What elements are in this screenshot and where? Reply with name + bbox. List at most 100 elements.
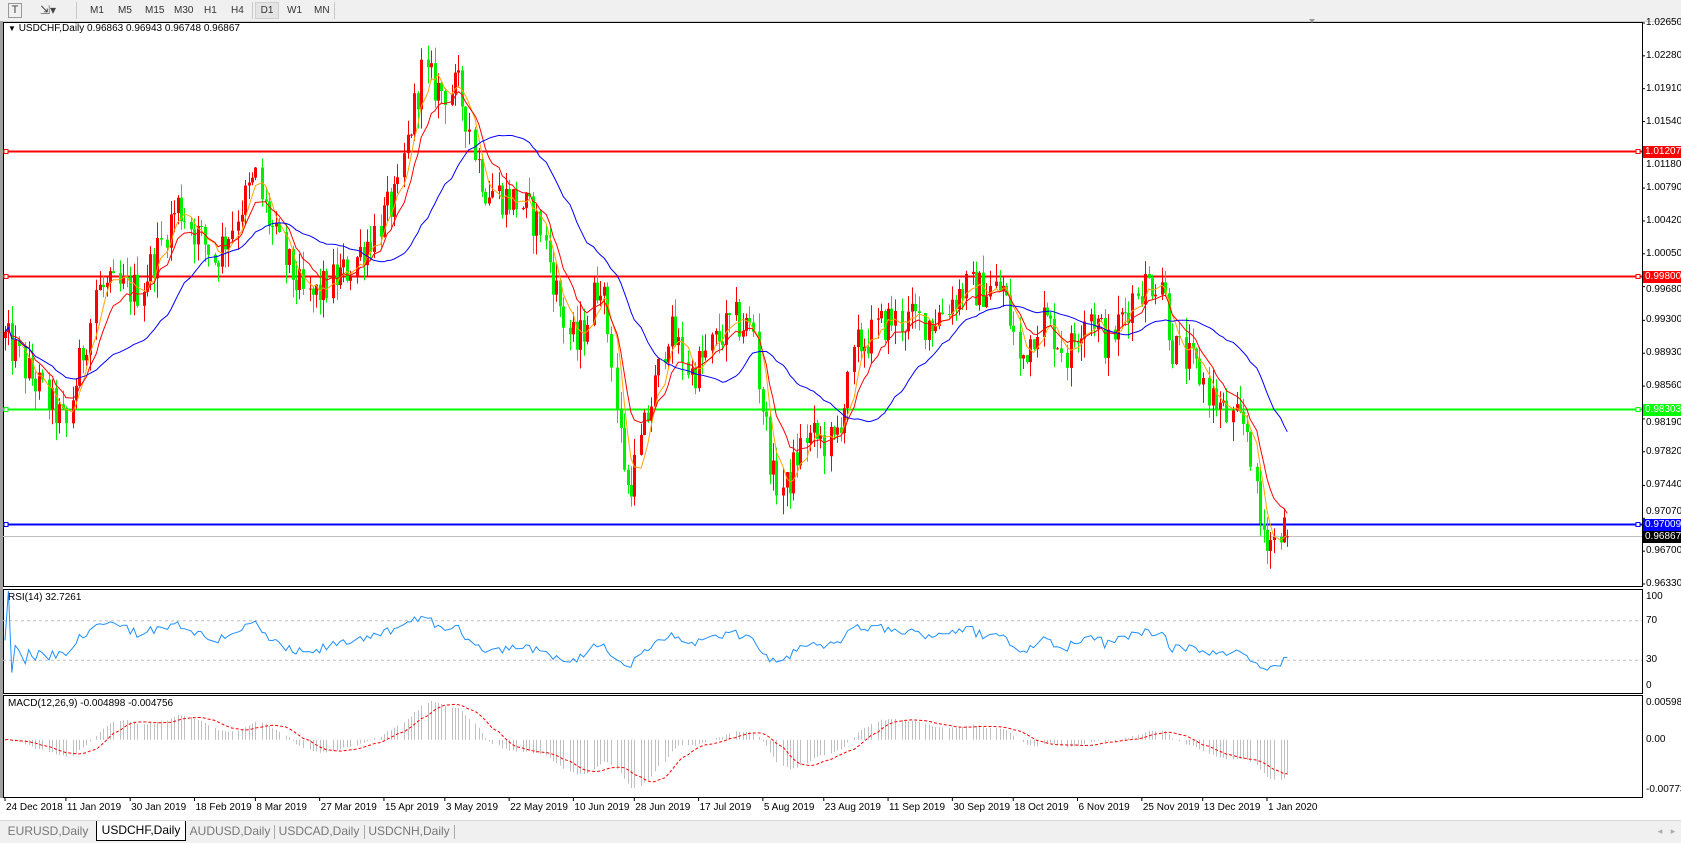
- candle-body[interactable]: [173, 213, 176, 215]
- candle-body[interactable]: [48, 379, 51, 410]
- candle-body[interactable]: [1212, 388, 1215, 406]
- candle-body[interactable]: [694, 368, 697, 389]
- candle-body[interactable]: [549, 240, 552, 263]
- candle-body[interactable]: [342, 259, 345, 268]
- level-handle-left[interactable]: [3, 407, 9, 412]
- candle-body[interactable]: [403, 153, 406, 178]
- candle-body[interactable]: [870, 319, 873, 354]
- candle-body[interactable]: [51, 388, 54, 410]
- candle-body[interactable]: [982, 272, 985, 307]
- candle-body[interactable]: [769, 416, 772, 475]
- candle-body[interactable]: [786, 472, 789, 488]
- candle-body[interactable]: [237, 221, 240, 231]
- candle-body[interactable]: [109, 271, 112, 283]
- candle-body[interactable]: [1056, 348, 1059, 350]
- candle-body[interactable]: [1100, 317, 1103, 319]
- candle-body[interactable]: [72, 400, 75, 424]
- candle-body[interactable]: [119, 273, 122, 284]
- candle-body[interactable]: [985, 296, 988, 307]
- candle-body[interactable]: [579, 320, 582, 350]
- candle-body[interactable]: [24, 346, 27, 379]
- candle-body[interactable]: [901, 310, 904, 332]
- candle-body[interactable]: [1117, 314, 1120, 340]
- candle-body[interactable]: [1192, 342, 1195, 349]
- candle-body[interactable]: [417, 93, 420, 110]
- candle-body[interactable]: [823, 435, 826, 457]
- candle-body[interactable]: [241, 214, 244, 222]
- candle-body[interactable]: [386, 191, 389, 206]
- candle-body[interactable]: [840, 427, 843, 434]
- candle-body[interactable]: [193, 229, 196, 245]
- candle-body[interactable]: [288, 249, 291, 266]
- candle-body[interactable]: [1236, 404, 1239, 411]
- candle-body[interactable]: [745, 317, 748, 331]
- text-tool-icon[interactable]: T: [8, 3, 22, 18]
- candle-body[interactable]: [474, 129, 477, 161]
- candle-body[interactable]: [650, 406, 653, 421]
- candle-body[interactable]: [867, 346, 870, 354]
- candle-body[interactable]: [975, 271, 978, 306]
- candle-body[interactable]: [806, 438, 809, 443]
- candle-body[interactable]: [877, 318, 880, 320]
- candle-body[interactable]: [373, 226, 376, 253]
- candle-body[interactable]: [369, 241, 372, 253]
- level-handle-left[interactable]: [3, 522, 9, 527]
- candle-body[interactable]: [647, 412, 650, 421]
- candle-body[interactable]: [1053, 318, 1056, 350]
- tab-eurusd[interactable]: EURUSD,Daily: [7, 824, 89, 838]
- candle-body[interactable]: [349, 277, 352, 281]
- candle-body[interactable]: [1077, 342, 1080, 344]
- candle-body[interactable]: [599, 295, 602, 301]
- candle-body[interactable]: [95, 290, 98, 324]
- candle-body[interactable]: [501, 185, 504, 215]
- candle-body[interactable]: [28, 357, 31, 379]
- candle-body[interactable]: [298, 269, 301, 291]
- candle-body[interactable]: [221, 236, 224, 267]
- candle-body[interactable]: [1127, 312, 1130, 323]
- candle-body[interactable]: [890, 308, 893, 326]
- timeframe-h4[interactable]: H4: [231, 5, 244, 16]
- timeframe-h1[interactable]: H1: [204, 5, 217, 16]
- candle-body[interactable]: [153, 254, 156, 279]
- candle-body[interactable]: [99, 284, 102, 291]
- candle-body[interactable]: [112, 271, 115, 274]
- candle-body[interactable]: [1049, 315, 1052, 319]
- candle-body[interactable]: [180, 197, 183, 222]
- candle-body[interactable]: [1131, 293, 1134, 323]
- candle-body[interactable]: [627, 469, 630, 486]
- candle-body[interactable]: [1144, 273, 1147, 305]
- candle-body[interactable]: [532, 196, 535, 236]
- candle-body[interactable]: [1263, 523, 1266, 530]
- candle-body[interactable]: [853, 347, 856, 372]
- timeframe-m30[interactable]: M30: [174, 5, 194, 16]
- candle-body[interactable]: [576, 321, 579, 350]
- candle-body[interactable]: [244, 185, 247, 215]
- candle-body[interactable]: [934, 325, 937, 332]
- candle-body[interactable]: [143, 291, 146, 306]
- candle-body[interactable]: [914, 303, 917, 312]
- candle-body[interactable]: [938, 312, 941, 326]
- candle-body[interactable]: [1202, 377, 1205, 385]
- timeframe-m1[interactable]: M1: [90, 5, 104, 16]
- candle-body[interactable]: [319, 284, 322, 301]
- candle-body[interactable]: [217, 262, 220, 267]
- candle-body[interactable]: [488, 197, 491, 204]
- candle-body[interactable]: [65, 408, 68, 424]
- candle-body[interactable]: [4, 331, 7, 339]
- candle-body[interactable]: [1093, 314, 1096, 330]
- chart-shift-marker-icon[interactable]: [1309, 19, 1315, 23]
- candle-body[interactable]: [268, 201, 271, 226]
- candle-body[interactable]: [1043, 307, 1046, 337]
- timeframe-d1[interactable]: D1: [255, 2, 279, 19]
- candle-body[interactable]: [1070, 333, 1073, 368]
- chart-menu-arrow-icon[interactable]: ▼: [8, 24, 16, 33]
- candle-body[interactable]: [816, 422, 819, 439]
- candle-body[interactable]: [687, 362, 690, 375]
- candle-body[interactable]: [183, 221, 186, 223]
- candle-body[interactable]: [654, 375, 657, 407]
- candle-body[interactable]: [309, 288, 312, 290]
- candle-body[interactable]: [1022, 355, 1025, 359]
- candle-body[interactable]: [664, 358, 667, 363]
- candle-body[interactable]: [1178, 335, 1181, 338]
- candle-body[interactable]: [451, 93, 454, 105]
